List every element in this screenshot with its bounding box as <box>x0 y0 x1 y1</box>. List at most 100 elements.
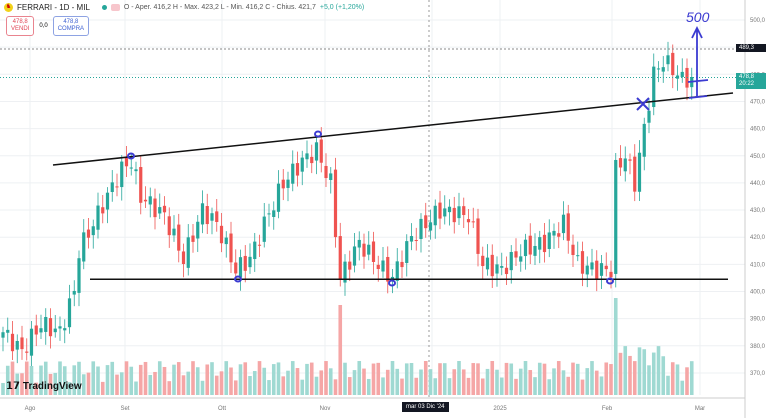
volume-bar <box>300 379 305 395</box>
candle-body <box>547 232 551 250</box>
volume-bar <box>661 356 666 395</box>
volume-bar <box>390 361 395 395</box>
volume-bar <box>34 382 39 395</box>
volume-bar <box>556 361 561 395</box>
brand-text: TradingView <box>22 381 82 392</box>
time-tick: Ago <box>25 406 36 412</box>
volume-bar <box>485 368 490 395</box>
candle-body <box>82 232 86 262</box>
volume-bar <box>499 377 504 395</box>
candle-body <box>390 276 395 280</box>
candle-body <box>215 211 219 222</box>
volume-bar <box>5 365 10 395</box>
volume-bar <box>290 361 295 395</box>
candle-body <box>457 206 461 219</box>
candle-body <box>381 260 385 272</box>
volume-bar <box>442 363 447 395</box>
volume-bar <box>91 361 96 395</box>
candle-body <box>357 239 361 248</box>
candle-body <box>504 267 509 275</box>
volume-bar <box>514 378 518 395</box>
volume-bar <box>267 380 271 395</box>
time-tick: Set <box>120 406 129 412</box>
volume-bar <box>53 372 58 395</box>
volume-bar <box>338 305 343 395</box>
ferrari-logo-icon: ♞ <box>4 3 13 12</box>
candle-body <box>419 218 423 239</box>
candle-body <box>519 256 523 262</box>
price-tick: 420,0 <box>750 235 766 241</box>
volume-bar <box>637 347 642 395</box>
volume-bar <box>119 372 124 395</box>
volume-bar <box>276 362 281 395</box>
candle-body <box>67 298 72 328</box>
candle-body <box>257 244 262 246</box>
volume-bar <box>509 363 514 395</box>
volume-bar <box>419 369 423 395</box>
volume-bar <box>547 379 552 395</box>
buy-label: COMPRA <box>57 26 85 32</box>
time-tick: Nov <box>320 406 331 412</box>
volume-bar <box>305 363 309 395</box>
volume-bar <box>528 370 533 395</box>
candle-body <box>400 261 404 268</box>
candle-body <box>675 75 680 79</box>
volume-bar <box>423 361 428 395</box>
volume-bar <box>566 376 571 395</box>
tradingview-logo[interactable]: 𝟭𝟳 TradingView <box>6 381 82 392</box>
candle-body <box>224 237 228 245</box>
buy-price: 478,8 <box>63 19 79 25</box>
spread: 0,0 <box>39 23 48 29</box>
candle-body <box>300 157 304 172</box>
price-tick: 440,0 <box>750 181 766 187</box>
volume-bar <box>590 361 594 395</box>
sell-button[interactable]: 478,8 VENDI <box>6 16 35 36</box>
target-arrow <box>687 25 709 99</box>
volume-bar <box>371 363 376 395</box>
candle-body <box>533 245 537 256</box>
volume-bar <box>200 380 205 395</box>
candle-body <box>314 142 319 161</box>
buy-button[interactable]: 478,8 COMPRA <box>52 16 90 36</box>
candle-body <box>680 71 684 77</box>
candle-body <box>466 219 471 223</box>
volume-bar <box>376 362 381 395</box>
last-price: 478,8 <box>739 74 755 80</box>
volume-bar <box>72 365 77 395</box>
candle-body <box>310 156 314 164</box>
touch-marker <box>314 130 322 138</box>
candle-body <box>542 234 547 253</box>
volume-bar <box>43 361 48 395</box>
volume-bar <box>124 361 129 395</box>
candle-body <box>628 159 632 161</box>
candle-body <box>614 159 618 274</box>
volume-bar <box>428 369 433 395</box>
candle-body <box>566 213 570 241</box>
volume-bar <box>205 364 210 395</box>
volume-bar <box>490 361 495 395</box>
candle-body <box>348 261 352 270</box>
candle-body <box>86 229 91 238</box>
candle-body <box>656 68 661 70</box>
candle-body <box>110 182 114 192</box>
candle-body <box>129 167 133 169</box>
candle-body <box>234 262 238 274</box>
price-tick: 450,0 <box>750 154 766 160</box>
candle-body <box>6 329 10 333</box>
candle-body <box>443 208 447 217</box>
candle-body <box>63 328 67 331</box>
alert-badge-icon[interactable] <box>110 4 120 11</box>
volume-bar <box>324 361 328 395</box>
candle-body <box>248 256 252 268</box>
candle-body <box>134 169 138 172</box>
breakout-x-mark <box>636 97 650 111</box>
volume-bar <box>148 374 153 395</box>
symbol-title[interactable]: FERRARI - 1D - MIL <box>17 3 90 12</box>
volume-bar <box>271 364 276 395</box>
volume-bar <box>575 363 580 395</box>
candle-body <box>671 52 675 76</box>
candle-body <box>595 260 599 280</box>
volume-bar <box>480 378 485 395</box>
candle-body <box>647 110 651 123</box>
